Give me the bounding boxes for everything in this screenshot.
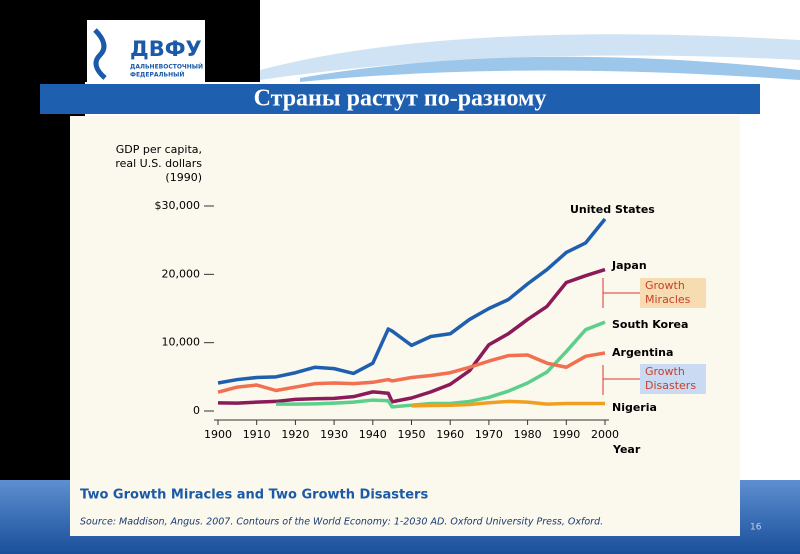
x-tick-label: 1950 <box>398 428 426 441</box>
annotation-box <box>640 278 706 308</box>
x-tick-label: 1940 <box>359 428 387 441</box>
annotation-text: Disasters <box>645 379 696 392</box>
series-label: United States <box>570 203 655 216</box>
logo-icon <box>93 28 107 80</box>
series-label: Nigeria <box>612 401 657 414</box>
logo-box <box>87 20 205 82</box>
x-tick-label: 1980 <box>514 428 542 441</box>
annotation-text: Miracles <box>645 293 691 306</box>
wave <box>260 34 800 80</box>
annotation-text: Growth <box>645 365 685 378</box>
y-tick-label: 0 <box>193 404 200 417</box>
x-tick-label: 2000 <box>591 428 619 441</box>
logo-text: ДАЛЬНЕВОСТОЧНЫЙ <box>130 63 203 71</box>
series-label: Japan <box>611 259 647 272</box>
chart: GDP per capita,real U.S. dollars(1990) $3… <box>80 143 706 528</box>
annotation-text: Growth <box>645 279 685 292</box>
x-tick-label: 1990 <box>552 428 580 441</box>
y-axis-label: real U.S. dollars <box>115 157 202 170</box>
chart-panel <box>70 116 740 536</box>
series-line <box>411 399 605 408</box>
series-line <box>217 267 606 405</box>
slide-title: Страны растут по-разному <box>254 86 547 112</box>
series-line <box>276 320 606 409</box>
x-tick-label: 1970 <box>475 428 503 441</box>
x-tick-label: 1960 <box>436 428 464 441</box>
x-axis-label: Year <box>612 443 641 456</box>
y-tick-label: 20,000 <box>162 267 201 280</box>
logo-text: ФЕДЕРАЛЬНЫЙ <box>130 71 184 79</box>
y-tick-label: 10,000 <box>162 336 201 349</box>
series-label: Argentina <box>612 346 673 359</box>
x-tick-label: 1900 <box>204 428 232 441</box>
y-axis-label: GDP per capita, <box>116 143 202 156</box>
series-line <box>217 351 606 394</box>
y-axis-label: (1990) <box>165 171 202 184</box>
wave <box>300 56 800 82</box>
chart-title: Two Growth Miracles and Two Growth Disas… <box>80 488 428 503</box>
logo-mark: ДВФУ <box>130 37 202 61</box>
x-tick-label: 1920 <box>281 428 309 441</box>
y-tick-label: $30,000 <box>155 199 201 212</box>
x-tick-label: 1910 <box>243 428 271 441</box>
title-bar <box>40 84 760 114</box>
annotation-box <box>640 364 706 394</box>
chart-source: Source: Maddison, Angus. 2007. Contours … <box>80 517 603 528</box>
x-tick-label: 1930 <box>320 428 348 441</box>
page-number: 16 <box>750 523 762 533</box>
series-label: South Korea <box>612 318 688 331</box>
series-line <box>217 217 607 385</box>
